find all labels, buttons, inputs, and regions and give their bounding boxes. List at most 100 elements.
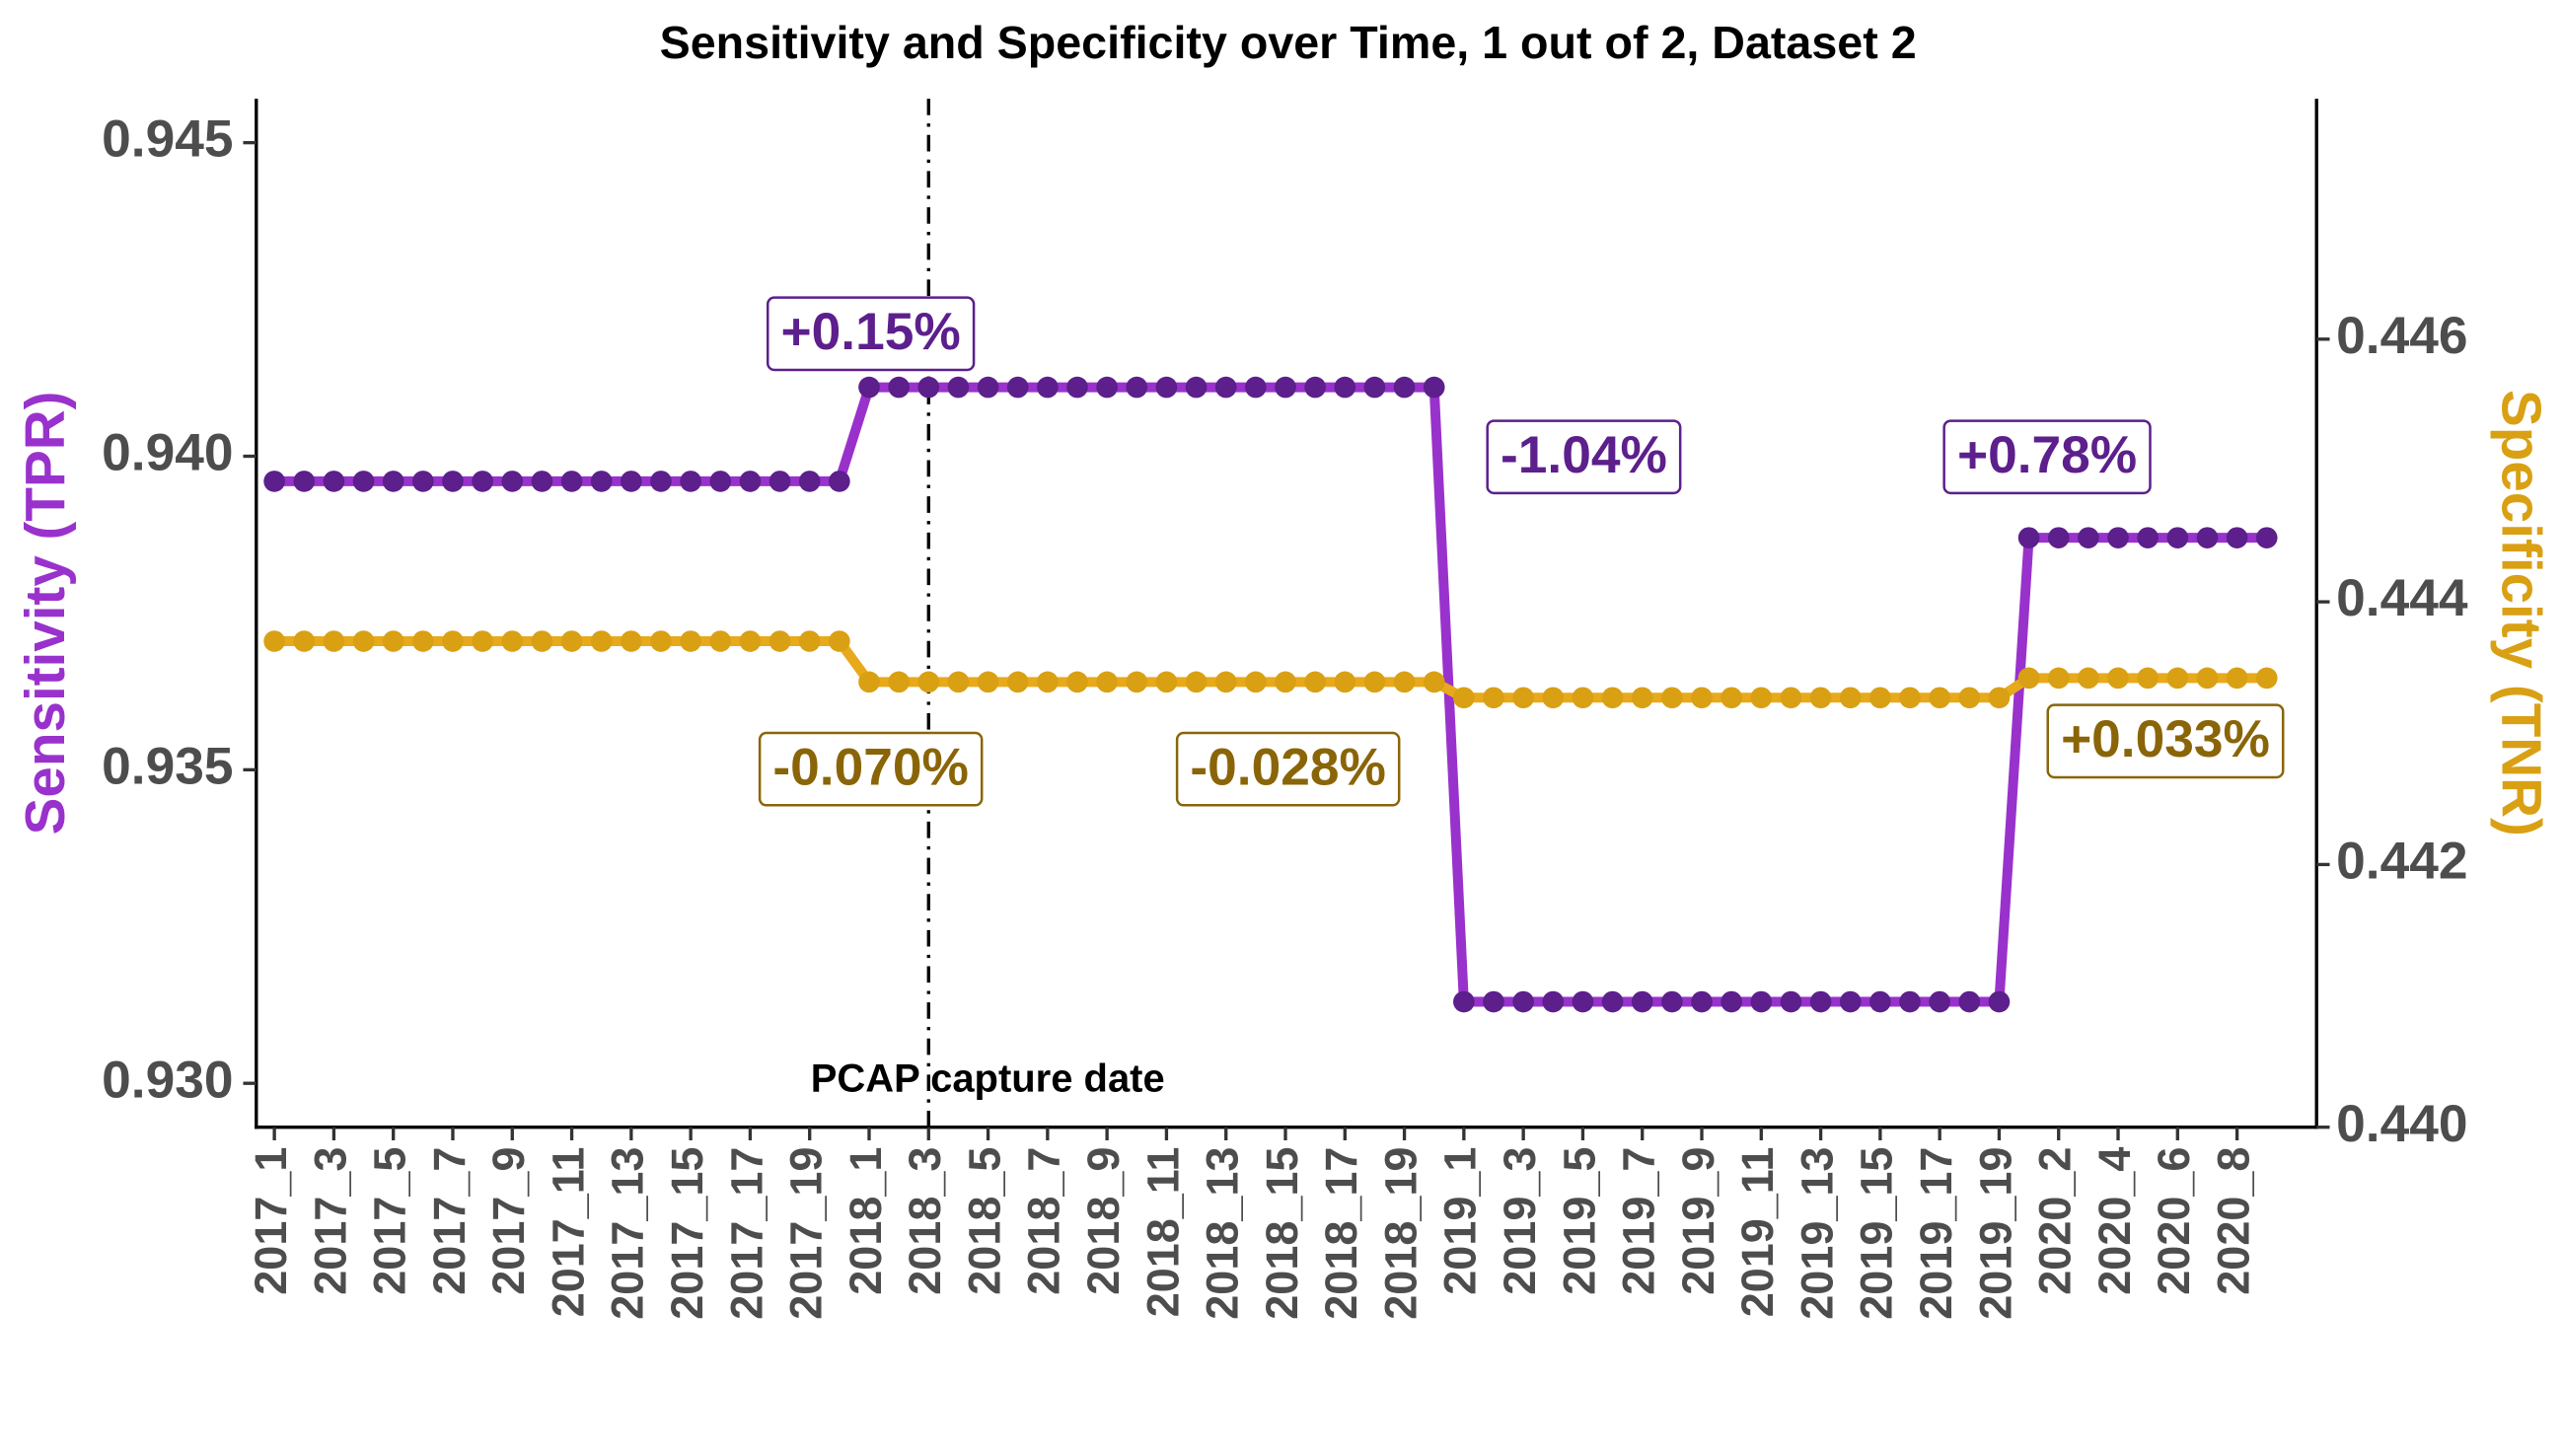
data-point	[1126, 376, 1148, 399]
x-tick-label: 2018_11	[1137, 1147, 1188, 1318]
data-point	[560, 630, 583, 652]
annotation-box	[758, 731, 984, 807]
data-point	[1304, 671, 1326, 693]
data-point	[709, 471, 732, 492]
x-tick-label: 2017_9	[483, 1147, 534, 1295]
x-tick-label: 2018_9	[1078, 1147, 1129, 1295]
data-point	[2166, 527, 2189, 548]
data-point	[1899, 990, 1921, 1013]
y2-tick-label: 0.442	[2336, 832, 2467, 890]
x-tick-label: 2020_6	[2149, 1147, 2199, 1295]
data-point	[412, 630, 434, 652]
data-point	[888, 376, 910, 399]
annotation-label: -0.070%	[772, 738, 968, 796]
data-point	[382, 630, 404, 652]
data-point	[1512, 990, 1534, 1013]
data-point	[382, 471, 404, 492]
data-point	[1721, 687, 1742, 709]
data-point	[680, 471, 701, 492]
y-tick-label: 0.930	[102, 1051, 233, 1109]
data-point	[1780, 687, 1802, 709]
data-point	[1185, 671, 1208, 693]
data-point	[1096, 671, 1118, 693]
data-point	[1334, 376, 1356, 399]
data-point	[1483, 687, 1504, 709]
data-point	[1809, 687, 1832, 709]
x-tick-label: 2017_15	[662, 1147, 712, 1320]
data-point	[798, 630, 821, 652]
data-point	[829, 630, 850, 652]
annotation-label: -1.04%	[1501, 426, 1667, 484]
x-tick-label: 2017_17	[721, 1147, 771, 1320]
data-point	[442, 471, 464, 492]
data-point	[1958, 990, 1981, 1013]
data-point	[2255, 527, 2278, 548]
data-point	[2226, 667, 2248, 690]
x-tick-label: 2017_19	[781, 1147, 832, 1320]
x-tick-label: 2019_7	[1614, 1147, 1664, 1295]
x-tick-label: 2019_15	[1852, 1147, 1902, 1320]
data-point	[977, 671, 999, 693]
data-point	[621, 471, 642, 492]
data-point	[1988, 687, 2011, 709]
data-point	[1542, 687, 1565, 709]
data-point	[1809, 990, 1832, 1013]
data-point	[263, 471, 285, 492]
data-point	[2107, 667, 2129, 690]
data-point	[1006, 376, 1029, 399]
data-point	[977, 376, 999, 399]
y2-tick-label: 0.444	[2336, 569, 2468, 627]
data-point	[590, 630, 613, 652]
annotation-box	[1942, 419, 2152, 495]
x-tick-label: 2017_11	[543, 1147, 593, 1318]
data-point	[1126, 671, 1148, 693]
x-tick-label: 2019_5	[1554, 1147, 1604, 1295]
data-point	[531, 630, 553, 652]
data-point	[1185, 376, 1208, 399]
annotation-label: -0.028%	[1190, 738, 1385, 796]
data-point	[293, 471, 316, 492]
data-point	[1869, 687, 1891, 709]
data-point	[1899, 687, 1921, 709]
data-point	[1275, 376, 1296, 399]
data-point	[1750, 990, 1773, 1013]
data-point	[442, 630, 464, 652]
x-tick-label: 2018_15	[1257, 1147, 1307, 1320]
data-point	[2196, 527, 2219, 548]
data-point	[2047, 667, 2070, 690]
data-point	[1245, 671, 1267, 693]
capture-date-label: PCAP capture date	[811, 1057, 1165, 1101]
data-point	[650, 471, 672, 492]
data-point	[1096, 376, 1118, 399]
data-point	[1214, 671, 1237, 693]
x-tick-label: 2019_3	[1495, 1147, 1545, 1295]
data-point	[2017, 527, 2040, 548]
data-point	[1839, 990, 1862, 1013]
data-point	[472, 630, 493, 652]
data-point	[1393, 376, 1416, 399]
data-point	[412, 471, 434, 492]
data-point	[1155, 376, 1178, 399]
data-point	[263, 630, 285, 652]
data-point	[472, 471, 493, 492]
data-point	[1363, 671, 1386, 693]
x-tick-label: 2019_13	[1792, 1147, 1842, 1320]
data-point	[739, 630, 762, 652]
data-point	[1423, 671, 1445, 693]
x-tick-label: 2017_3	[305, 1147, 355, 1295]
x-tick-label: 2018_5	[959, 1147, 1009, 1295]
data-point	[323, 471, 345, 492]
data-point	[560, 471, 583, 492]
x-tick-label: 2018_3	[900, 1147, 950, 1295]
x-tick-label: 2019_1	[1435, 1147, 1486, 1295]
x-tick-label: 2018_1	[841, 1147, 891, 1295]
annotation-box	[1175, 731, 1401, 807]
data-point	[947, 376, 970, 399]
data-point	[1691, 990, 1713, 1013]
data-point	[1512, 687, 1534, 709]
data-point	[1542, 990, 1565, 1013]
data-point	[1066, 376, 1088, 399]
x-tick-label: 2017_1	[246, 1147, 296, 1295]
data-point	[709, 630, 732, 652]
